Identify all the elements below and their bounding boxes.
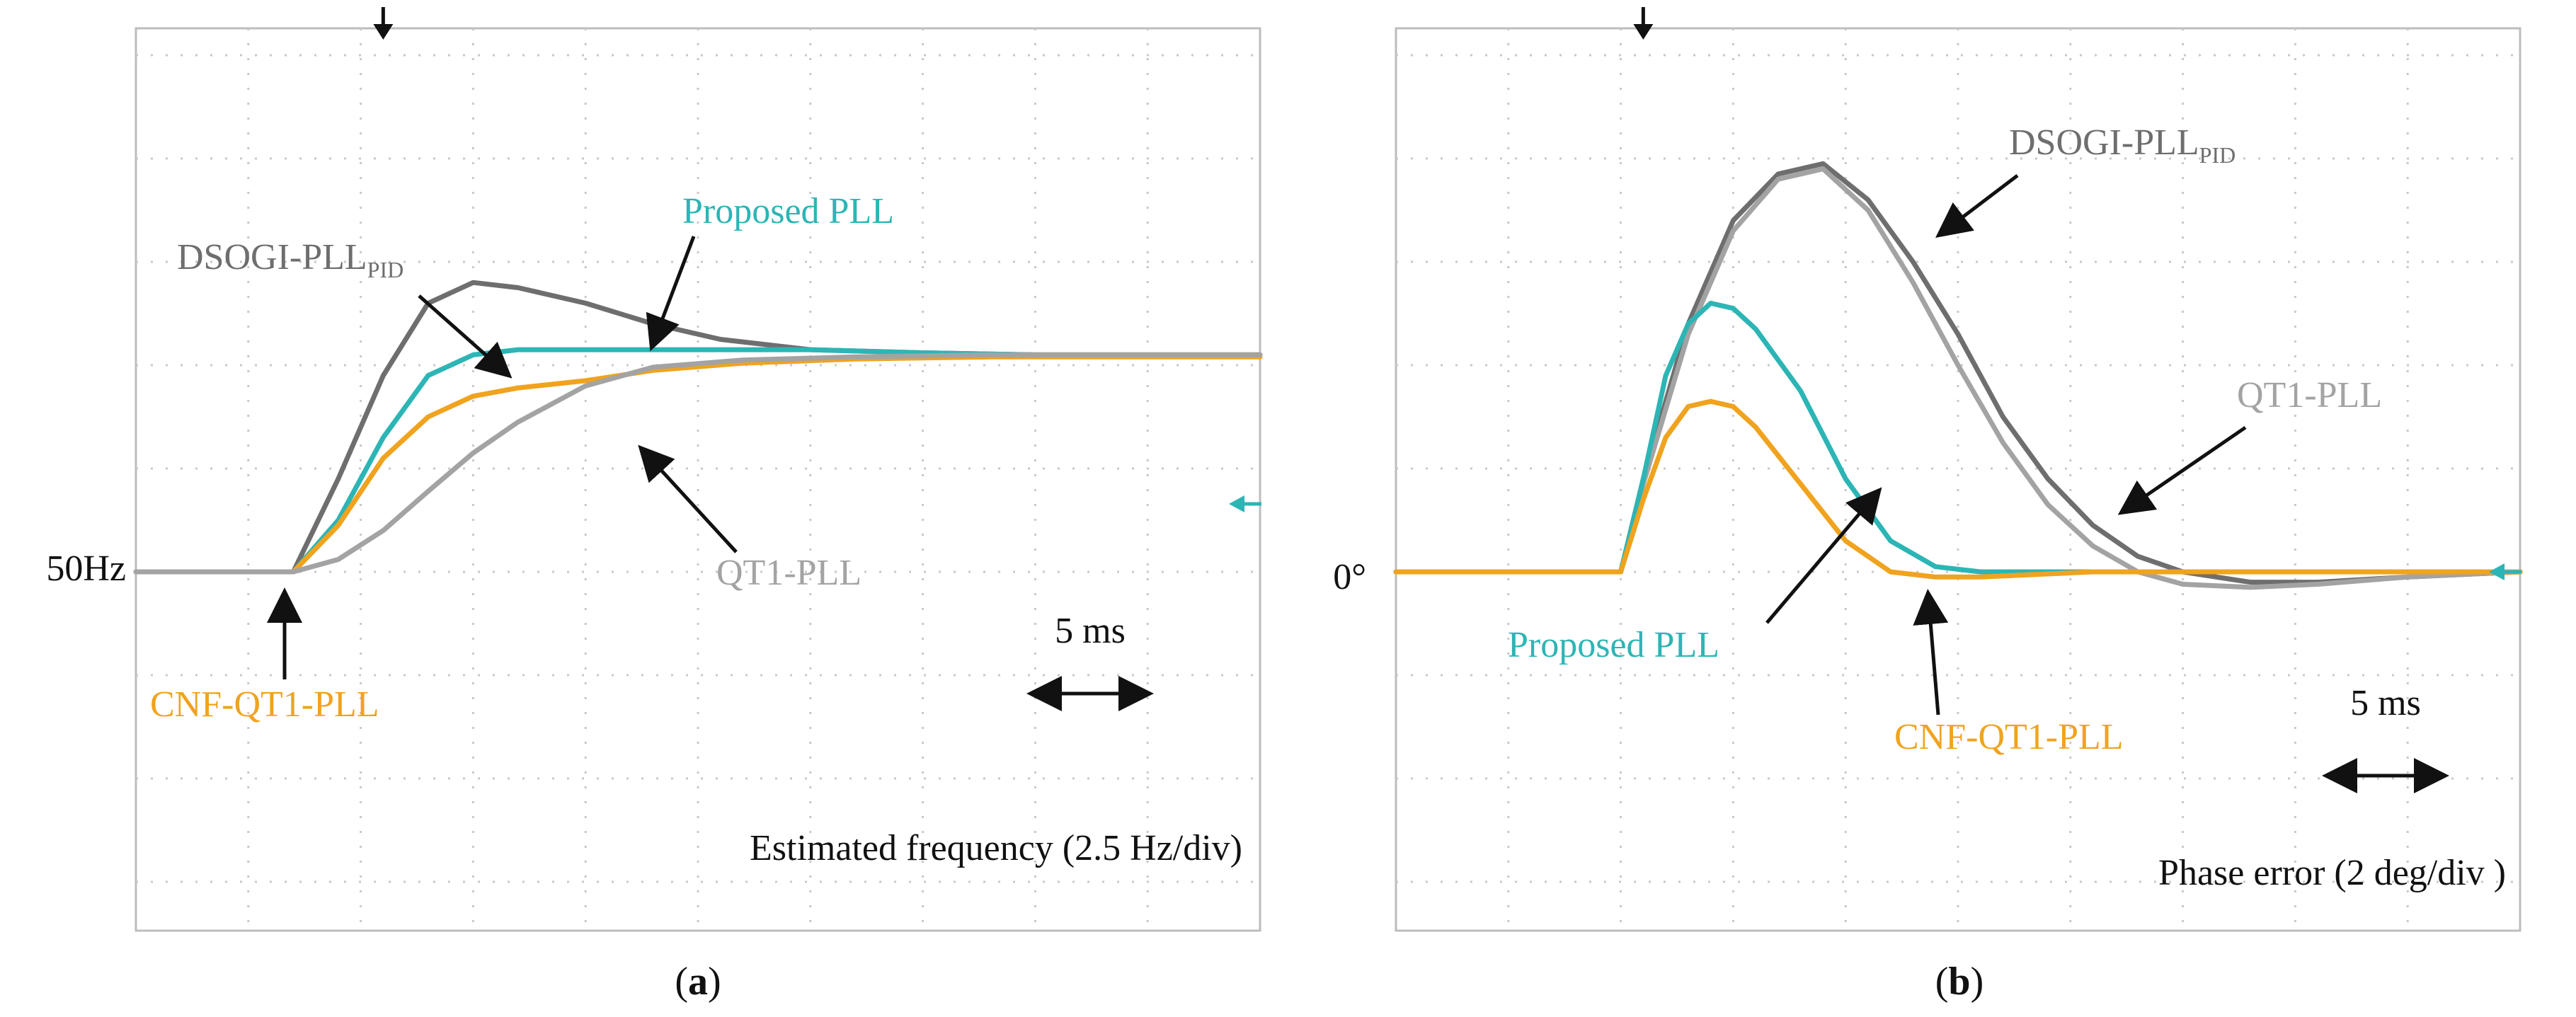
panel-b-trace-qt1-pll — [1393, 166, 2523, 590]
panel-a-label-dsogi: DSOGI-PLLPID — [177, 237, 403, 282]
panel-a-caption: (a) — [675, 960, 721, 1004]
panel-a-time-scale-label: 5 ms — [1055, 611, 1126, 651]
panel-b-label-dsogi: DSOGI-PLLPID — [2009, 122, 2236, 168]
panel-a-arrow-qt1 — [638, 444, 738, 553]
panel-a-markers — [373, 7, 1261, 512]
panel-b-label-qt1: QT1-PLL — [2237, 375, 2382, 415]
panel-b-traces — [1393, 161, 2523, 590]
panel-a-label-cnf: CNF-QT1-PLL — [150, 684, 379, 725]
panel-b-title: Phase error (2 deg/div ) — [2158, 853, 2506, 893]
panel-a-label-proposed: Proposed PLL — [682, 191, 894, 231]
panel-b-label-proposed: Proposed PLL — [1508, 625, 1719, 665]
panel-a-trigger-marker — [373, 24, 394, 40]
panel-b-caption: (b) — [1935, 960, 1983, 1004]
panel-a-trace-proposed-pll — [133, 347, 1263, 575]
panel-a-level-marker — [1229, 495, 1244, 512]
panel-b: 0° DSOGI-PLLPID QT1-PLL Proposed PLL CNF… — [1333, 7, 2523, 1004]
panel-b-baseline-label: 0° — [1333, 557, 1366, 597]
panel-b-arrow-dsogi — [1935, 174, 2019, 239]
panel-a: 50Hz DSOGI-PLLPID Proposed PLL QT1-PLL C… — [46, 7, 1263, 1004]
panel-b-arrow-proposed — [1765, 487, 1882, 624]
panel-a-arrow-dsogi — [418, 294, 513, 379]
panel-b-label-cnf: CNF-QT1-PLL — [1894, 717, 2124, 757]
panel-a-traces — [133, 280, 1263, 575]
panel-b-level-marker — [2489, 563, 2505, 580]
panel-b-time-scale-label: 5 ms — [2350, 683, 2421, 723]
panel-a-label-qt1: QT1-PLL — [716, 553, 861, 593]
panel-b-arrow-cnf — [1913, 589, 1949, 716]
panel-b-trace-cnf-qt1-pll — [1393, 398, 2523, 580]
panel-b-trigger-marker — [1633, 24, 1654, 40]
panel-a-grid — [136, 28, 1260, 931]
panel-a-title: Estimated frequency (2.5 Hz/div) — [750, 828, 1242, 868]
panel-a-arrow-proposed — [646, 236, 696, 352]
panel-a-trace-qt1-pll — [133, 352, 1263, 575]
panel-b-markers — [1633, 7, 2521, 580]
panel-a-baseline-label: 50Hz — [46, 548, 126, 589]
panel-b-arrow-qt1 — [2117, 425, 2247, 515]
